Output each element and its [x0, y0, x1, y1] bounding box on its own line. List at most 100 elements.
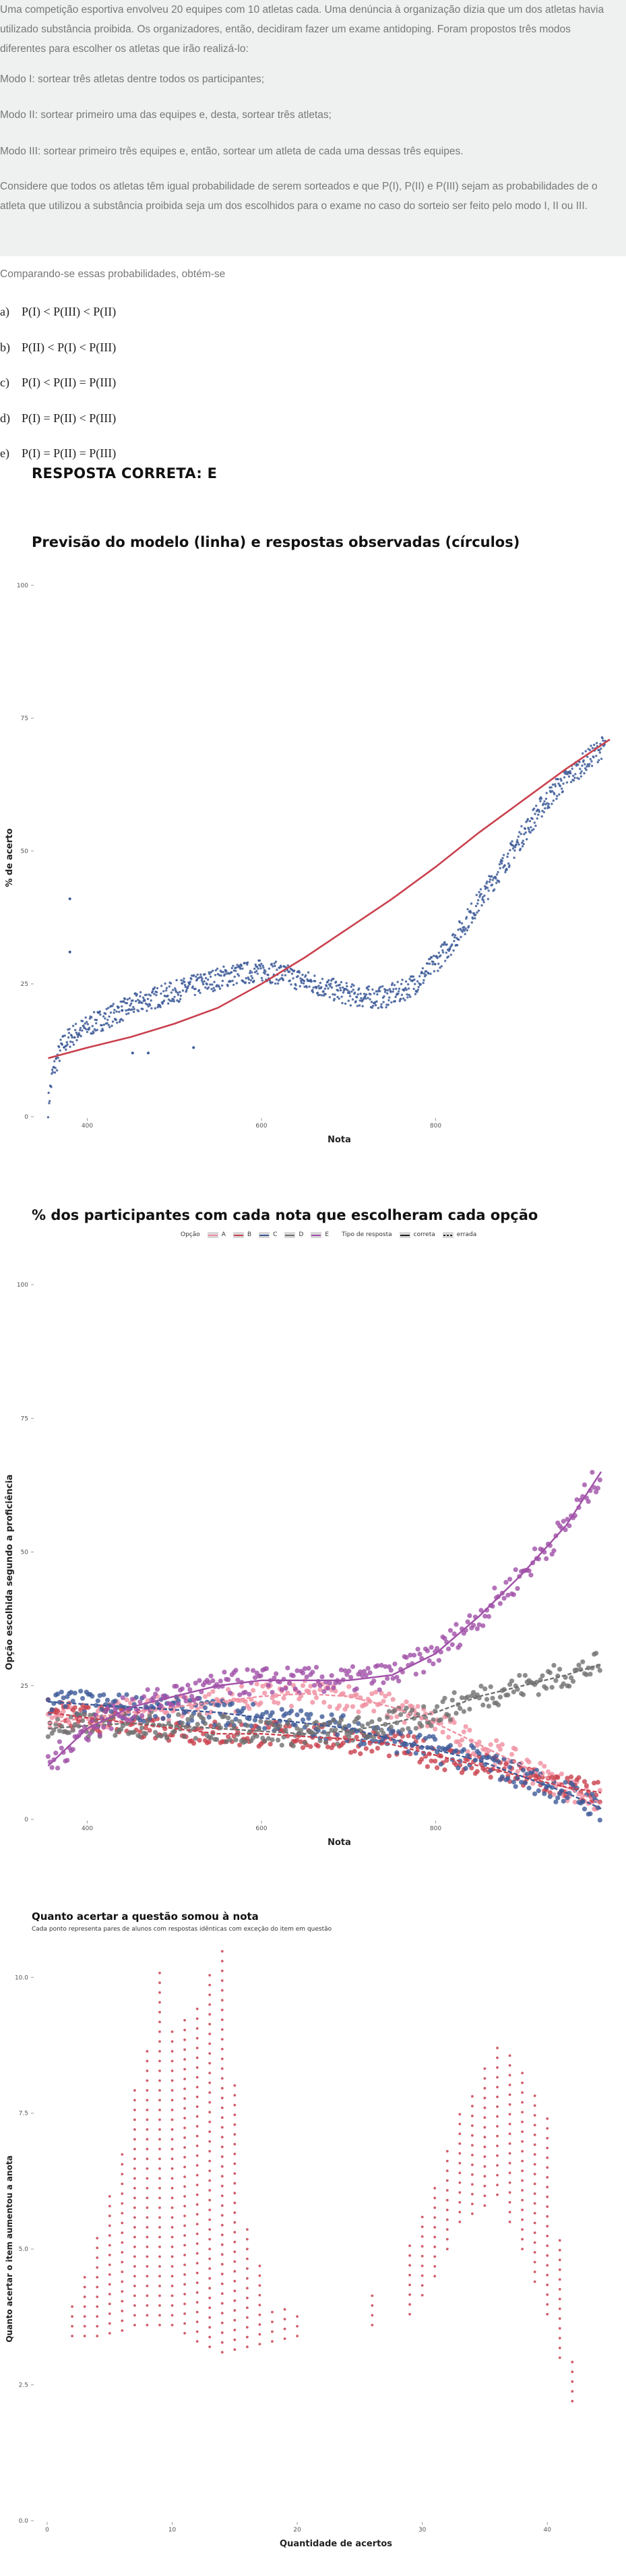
- observed-point: [57, 1057, 59, 1059]
- pair-point: [208, 2267, 212, 2270]
- observed-point: [474, 917, 476, 920]
- option-c-letter: c): [0, 376, 9, 389]
- pair-point: [108, 2234, 111, 2237]
- observed-point: [218, 987, 222, 990]
- observed-point: [534, 813, 536, 815]
- pair-point: [246, 2237, 249, 2241]
- pair-point: [445, 2198, 449, 2202]
- observed-point: [142, 1007, 144, 1010]
- option-d[interactable]: d) P(I) = P(II) < P(III): [0, 411, 116, 426]
- option-c-point: [288, 1708, 294, 1714]
- pair-point: [546, 2264, 549, 2267]
- option-c[interactable]: c) P(I) < P(II) = P(III): [0, 376, 116, 390]
- option-e-point: [158, 1703, 164, 1709]
- pair-point: [496, 2193, 499, 2196]
- option-e-point: [590, 1469, 595, 1475]
- pair-point: [183, 2293, 186, 2295]
- pair-point: [508, 2152, 511, 2155]
- option-a-point: [415, 1703, 420, 1709]
- pair-point: [220, 2194, 224, 2198]
- observed-point: [176, 999, 179, 1002]
- observed-point: [164, 989, 168, 992]
- pair-point: [183, 2244, 186, 2247]
- option-d-trend-line: [48, 1663, 602, 1735]
- pair-point: [496, 2125, 499, 2128]
- pair-point: [133, 2324, 136, 2326]
- pair-point: [258, 2313, 261, 2316]
- observed-point: [207, 978, 210, 981]
- option-e-point: [363, 1672, 369, 1678]
- observed-point: [538, 811, 540, 813]
- option-e-point: [346, 1668, 352, 1674]
- pair-point: [546, 2303, 549, 2306]
- pair-point: [195, 2144, 199, 2147]
- observed-point: [565, 770, 567, 773]
- option-b-point: [576, 1775, 582, 1780]
- option-b-point: [386, 1753, 392, 1759]
- option-a-point: [572, 1799, 577, 1805]
- observed-point: [295, 988, 298, 991]
- pair-point: [208, 2032, 212, 2035]
- option-d-point: [195, 1722, 200, 1727]
- pair-point: [433, 2275, 437, 2278]
- observed-point: [556, 794, 559, 798]
- pair-point: [146, 2059, 149, 2063]
- pair-point: [220, 2341, 224, 2344]
- option-a-point: [281, 1695, 286, 1701]
- observed-point: [330, 983, 332, 985]
- observed-point: [392, 988, 395, 991]
- pair-point: [483, 2165, 487, 2168]
- option-d-point: [511, 1689, 516, 1695]
- observed-point: [172, 989, 175, 991]
- pair-point: [208, 2277, 212, 2280]
- observed-point: [476, 899, 480, 902]
- option-d-point: [290, 1743, 296, 1749]
- pair-point: [195, 2223, 199, 2225]
- option-c-point: [142, 1718, 147, 1724]
- option-c-point: [511, 1780, 516, 1785]
- y-tick-label: 0: [24, 1114, 28, 1121]
- option-e-point: [505, 1592, 511, 1598]
- observed-point: [495, 877, 497, 880]
- observed-point: [261, 979, 263, 982]
- observed-point: [86, 1020, 88, 1024]
- pair-point: [158, 2265, 161, 2268]
- option-a-point: [390, 1697, 396, 1702]
- pair-point: [170, 2070, 174, 2072]
- pair-point: [108, 2302, 111, 2306]
- pair-point: [170, 2246, 174, 2248]
- pair-point: [558, 2307, 561, 2310]
- observed-point: [586, 765, 588, 768]
- observed-point: [332, 977, 335, 980]
- pair-point: [496, 2164, 499, 2167]
- observed-point: [255, 970, 258, 972]
- observed-point: [76, 1036, 80, 1038]
- pair-point: [220, 2136, 224, 2139]
- pair-point: [546, 2283, 549, 2287]
- option-c-point: [520, 1767, 526, 1773]
- option-c-point: [463, 1765, 468, 1771]
- pair-point: [121, 2329, 124, 2332]
- pair-point: [408, 2303, 411, 2306]
- option-e-point: [413, 1672, 418, 1677]
- pair-point: [220, 2312, 224, 2315]
- option-d-point: [367, 1734, 373, 1739]
- observed-point: [372, 1004, 375, 1007]
- pair-point: [208, 2326, 212, 2329]
- option-c-point: [59, 1689, 64, 1695]
- option-b-point: [151, 1718, 156, 1723]
- option-e[interactable]: e) P(I) = P(II) = P(III): [0, 446, 116, 461]
- pair-point: [133, 2138, 136, 2141]
- observed-point: [345, 982, 348, 985]
- observed-point: [583, 772, 586, 775]
- option-c-point: [233, 1716, 239, 1722]
- pair-point: [483, 2194, 487, 2198]
- option-a[interactable]: a) P(I) < P(III) < P(II): [0, 305, 116, 319]
- observed-point: [58, 1046, 61, 1049]
- option-c-point: [417, 1732, 422, 1738]
- option-e-point: [263, 1666, 270, 1671]
- observed-point: [244, 981, 247, 984]
- option-c-point: [532, 1791, 538, 1796]
- option-b[interactable]: b) P(II) < P(I) < P(III): [0, 341, 116, 355]
- observed-point: [135, 993, 138, 996]
